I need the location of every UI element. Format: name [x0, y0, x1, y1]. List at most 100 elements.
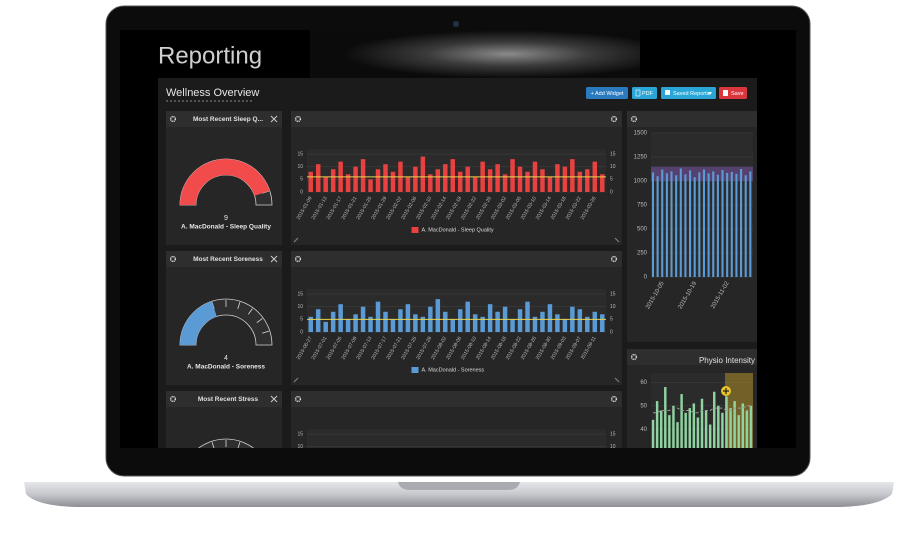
bar — [555, 314, 560, 332]
bar — [375, 301, 381, 332]
bar — [672, 405, 675, 448]
y-tick-label-right: 15 — [610, 151, 616, 157]
settings-button[interactable] — [294, 115, 302, 123]
settings-button[interactable] — [610, 395, 618, 403]
gear-icon — [610, 115, 618, 123]
bar — [547, 176, 553, 192]
bar — [345, 174, 351, 192]
settings-button[interactable] — [169, 255, 177, 263]
add-marker[interactable] — [721, 386, 731, 396]
gear-icon — [169, 115, 177, 123]
settings-button[interactable] — [294, 395, 302, 403]
bar — [749, 171, 752, 277]
expand-button[interactable] — [270, 115, 278, 123]
legend-swatch — [411, 367, 419, 373]
bar — [735, 173, 738, 277]
bar — [708, 424, 712, 448]
y-tick-label: 15 — [297, 291, 303, 297]
bar — [693, 177, 696, 277]
bar — [675, 175, 678, 277]
y-tick-label: 0 — [300, 329, 303, 335]
gauge-tick — [262, 330, 269, 334]
bar — [435, 169, 441, 192]
bar — [737, 415, 740, 448]
chart-widget: Physio Intensity 40 50 60 — [627, 349, 757, 448]
bar — [577, 309, 583, 332]
add-widget-button[interactable]: + Add Widget — [586, 87, 628, 99]
save-button[interactable]: Save — [719, 87, 747, 99]
y-tick-label-right: 5 — [610, 177, 613, 183]
bar — [600, 174, 605, 192]
bar — [487, 304, 493, 332]
bar — [420, 316, 426, 332]
settings-button[interactable] — [610, 255, 618, 263]
y-tick-label: 5 — [300, 317, 303, 323]
button-bg — [586, 87, 628, 99]
expand-button[interactable] — [270, 395, 278, 403]
bar — [450, 319, 456, 332]
y-tick-label-right: 10 — [610, 304, 616, 310]
bar — [457, 171, 463, 192]
button-label: + Add Widget — [591, 91, 624, 97]
gauge-fill — [180, 159, 270, 205]
reports-icon — [665, 90, 670, 95]
y-tick-label: 1000 — [634, 179, 648, 185]
bar — [540, 169, 545, 192]
gauge-tick — [237, 302, 241, 309]
bar — [670, 171, 673, 277]
bar — [330, 169, 336, 192]
gauge-value: 4 — [224, 355, 228, 362]
bar — [532, 316, 538, 332]
bar — [420, 156, 426, 192]
bar — [383, 164, 388, 192]
settings-button[interactable] — [294, 255, 302, 263]
bar — [744, 175, 747, 277]
button-bg — [661, 87, 716, 99]
bar — [315, 164, 321, 192]
gear-icon — [610, 255, 618, 263]
gear-icon — [610, 395, 618, 403]
settings-button[interactable] — [169, 115, 177, 123]
save-icon — [723, 90, 728, 96]
gauge-tick — [248, 308, 253, 315]
bar — [704, 410, 708, 448]
plot-bg — [307, 289, 606, 332]
y-tick-label: 0 — [300, 189, 303, 195]
settings-button[interactable] — [630, 353, 638, 361]
y-tick-label: 50 — [640, 403, 647, 409]
bar — [487, 169, 493, 192]
widget-header — [291, 251, 622, 267]
bar — [465, 301, 470, 332]
saved-reports-button[interactable]: Saved Reports — [661, 87, 716, 99]
bar — [405, 176, 411, 192]
bar — [353, 314, 358, 332]
bar — [692, 403, 696, 448]
bar — [495, 311, 500, 332]
bar — [577, 171, 583, 192]
settings-button[interactable] — [610, 115, 618, 123]
settings-button[interactable] — [630, 115, 638, 123]
bar — [713, 391, 716, 448]
pdf-button[interactable]: PDF — [632, 87, 657, 99]
bar — [725, 396, 728, 448]
bar — [472, 176, 478, 192]
y-tick-label: 0 — [644, 275, 648, 281]
resize-icon — [293, 237, 620, 243]
y-tick-label: 15 — [297, 151, 303, 157]
trend-line — [653, 405, 751, 414]
y-tick-label: 1250 — [634, 155, 648, 161]
laptop-base — [24, 482, 894, 507]
gauge-label: A. MacDonald - Soreness — [187, 364, 265, 371]
widget-title: Physio Intensity — [699, 356, 755, 365]
expand-button[interactable] — [270, 255, 278, 263]
bar — [740, 169, 743, 277]
gear-icon — [169, 255, 177, 263]
y-tick-label: 5 — [300, 177, 303, 183]
bar — [383, 311, 388, 332]
bar — [413, 166, 418, 192]
settings-button[interactable] — [169, 395, 177, 403]
dashboard-title: Wellness Overview — [166, 87, 259, 99]
bar — [570, 159, 575, 192]
